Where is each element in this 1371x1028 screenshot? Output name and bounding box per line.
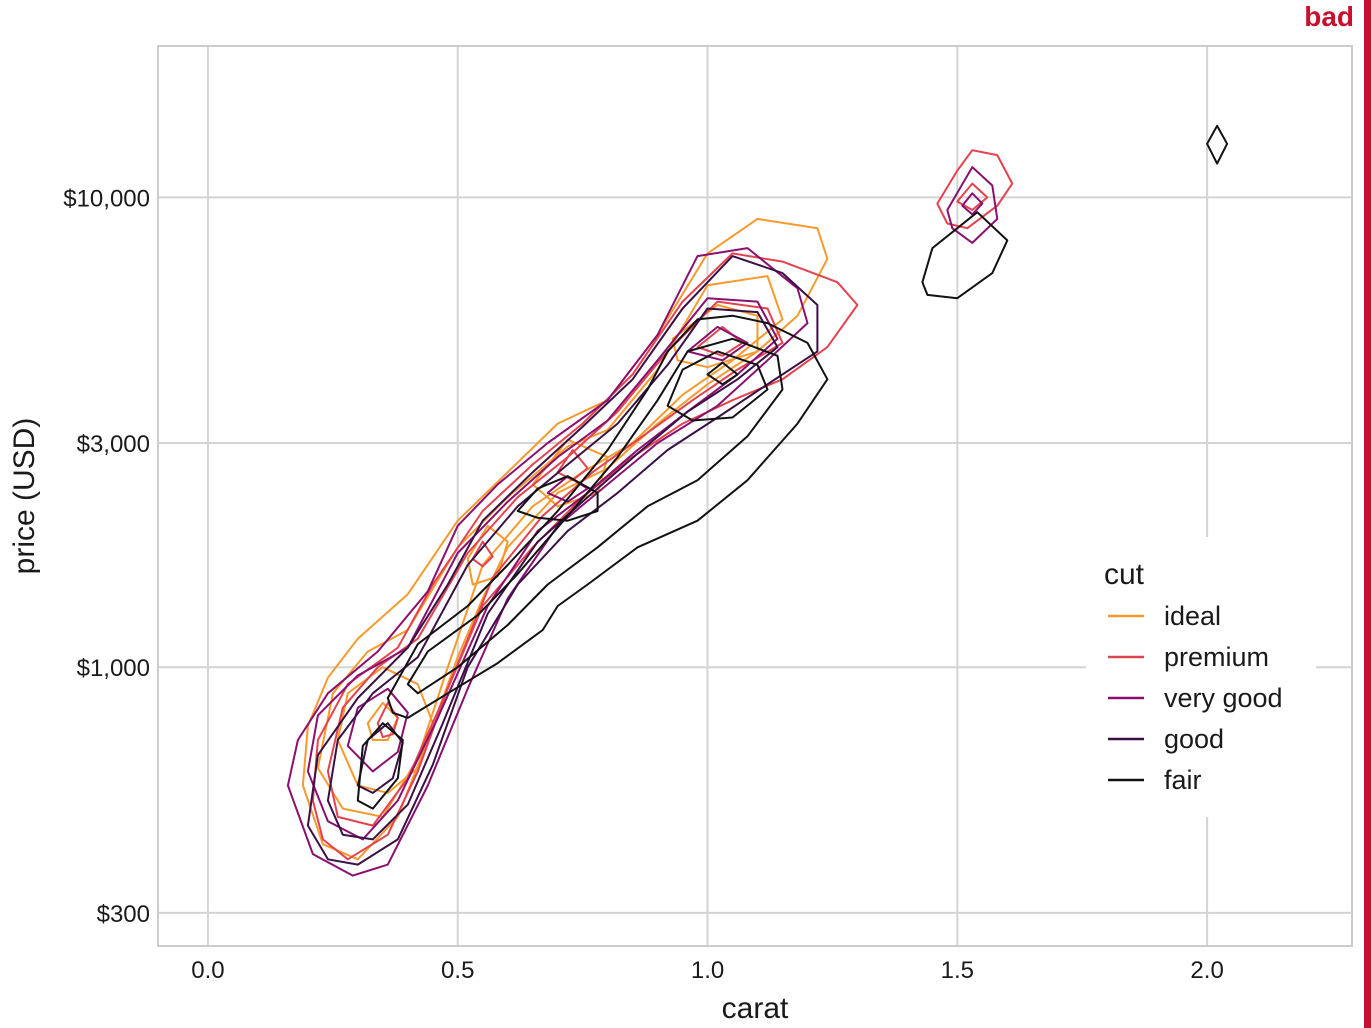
series-ideal (301, 217, 829, 861)
contour-ideal-mid (316, 275, 784, 818)
x-tick-label: 1.0 (691, 957, 724, 984)
y-tick-label: $10,000 (63, 185, 150, 212)
contour-fair-node4 (666, 350, 769, 422)
contour-very-good-node3 (546, 475, 589, 503)
series-premium (311, 149, 1014, 861)
contour-good-mid (326, 307, 779, 841)
plot-frame (157, 45, 1353, 947)
legend: cut ideal premium very good good fair (1086, 537, 1316, 817)
contour-good-outer (306, 255, 819, 866)
x-tick-label: 0.5 (441, 957, 474, 984)
grid (158, 46, 1352, 946)
y-tick-label: $300 (97, 901, 150, 928)
contour-premium-cluster15_outer (936, 149, 1014, 230)
series-very-good (286, 166, 999, 877)
contour-very-good-node4 (686, 325, 749, 362)
contour-fair-node3 (516, 475, 599, 522)
contour-ideal-outer (301, 217, 829, 861)
x-axis-ticks: 0.0 0.5 1.0 1.5 2.0 (191, 957, 1224, 984)
badge-label: bad (1304, 1, 1354, 32)
y-tick-label: $3,000 (77, 431, 150, 458)
contour-very-good-cluster15_outer (946, 166, 999, 244)
legend-label-premium: premium (1164, 642, 1269, 672)
contour-very-good-cluster15_inner (961, 192, 984, 216)
contour-fair-cluster20 (1206, 124, 1229, 165)
legend-items: ideal premium very good good fair (1108, 601, 1283, 795)
contour-premium-node2 (471, 540, 494, 568)
contour-layers (286, 124, 1229, 877)
x-tick-label: 0.0 (191, 957, 224, 984)
contour-very-good-inner (346, 687, 409, 773)
contour-fair-mid (406, 337, 784, 695)
legend-title: cut (1104, 558, 1145, 591)
legend-background (1086, 537, 1316, 817)
contour-fair-outer (386, 314, 829, 719)
y-tick-label: $1,000 (77, 655, 150, 682)
contour-fair-node4_inner (706, 361, 739, 386)
legend-label-fair: fair (1164, 765, 1202, 795)
contour-fair-node_low (356, 722, 404, 810)
x-tick-label: 1.5 (941, 957, 974, 984)
badge-bar (1364, 0, 1371, 1028)
contour-fair-cluster15 (921, 211, 1009, 300)
contour-premium-mid (326, 300, 784, 827)
y-axis-title: price (USD) (8, 418, 41, 575)
contour-ideal-node2 (466, 524, 509, 586)
y-axis-ticks: $300 $1,000 $3,000 $10,000 (63, 185, 150, 927)
contour-ideal-node4 (671, 304, 759, 369)
series-fair (356, 124, 1229, 810)
x-tick-label: 2.0 (1190, 957, 1223, 984)
legend-label-good: good (1164, 724, 1224, 754)
contour-very-good-mid (306, 297, 779, 841)
contour-premium-node3 (556, 449, 589, 482)
contour-very-good-outer (286, 247, 809, 877)
x-axis-title: carat (722, 992, 789, 1025)
legend-label-very-good: very good (1164, 683, 1283, 713)
contour-premium-cluster15_inner (956, 182, 989, 211)
legend-label-ideal: ideal (1164, 601, 1221, 631)
contour-premium-node1 (376, 701, 399, 739)
